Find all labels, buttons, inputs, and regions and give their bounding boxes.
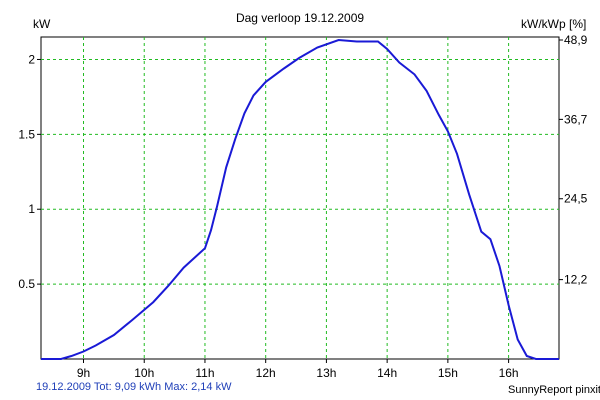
horizontal-grid	[41, 58, 559, 285]
x-ticks: 9h 10h 11h 12h 13h 14h 15h 16h	[77, 359, 519, 380]
y-right-ticks: 12,2 24,5 36,7 48,9	[559, 33, 588, 287]
x-tick-label: 15h	[438, 366, 458, 380]
x-tick-label: 9h	[77, 366, 90, 380]
daily-summary: 19.12.2009 Tot: 9,09 kWh Max: 2,14 kW	[36, 381, 232, 393]
plot-area	[40, 36, 560, 360]
x-tick-label: 13h	[316, 366, 336, 380]
x-tick-label: 12h	[256, 366, 276, 380]
x-tick-label: 14h	[377, 366, 397, 380]
y-left-ticks: 0.5 1 1.5 2	[18, 52, 41, 291]
y-right-tick-label: 36,7	[564, 112, 588, 126]
y-axis-left-label: kW	[33, 17, 51, 31]
x-tick-label: 10h	[134, 366, 154, 380]
y-axis-right-label: kW/kWp [%]	[521, 17, 587, 31]
x-tick-label: 16h	[499, 366, 519, 380]
y-right-tick-label: 24,5	[564, 192, 588, 206]
y-right-tick-label: 48,9	[564, 33, 588, 47]
power-series-line	[41, 38, 559, 360]
chart-title: Dag verloop 19.12.2009	[235, 11, 365, 25]
y-left-tick-label: 0.5	[18, 277, 35, 291]
report-credit: SunnyReport pinxit	[508, 384, 600, 396]
y-left-tick-label: 1.5	[18, 127, 35, 141]
y-right-tick-label: 12,2	[564, 273, 588, 287]
x-tick-label: 11h	[195, 366, 214, 380]
y-left-tick-label: 2	[28, 52, 35, 66]
y-left-tick-label: 1	[28, 202, 35, 216]
